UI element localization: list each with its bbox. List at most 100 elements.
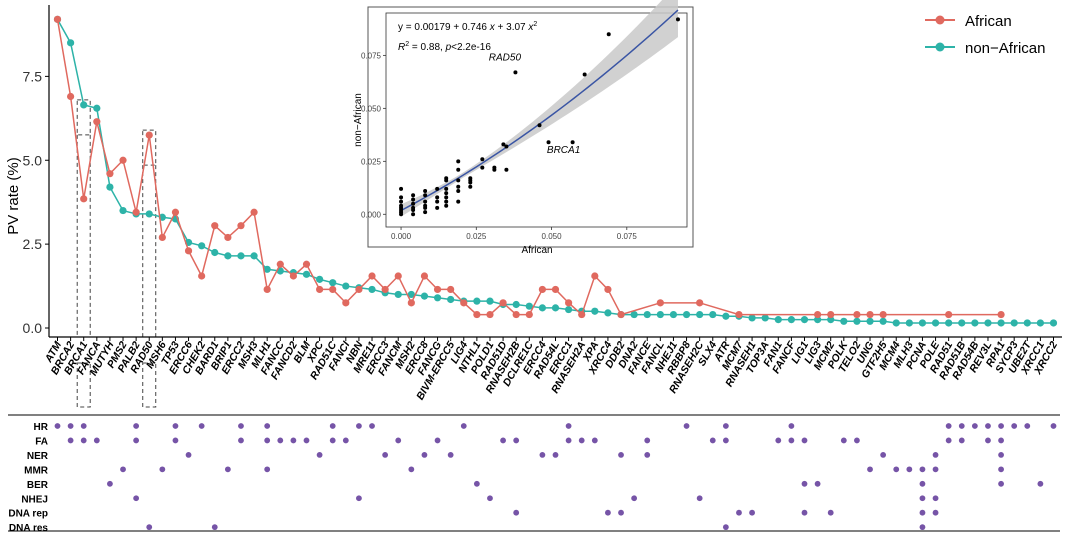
matrix-dot-mmr-rpa1 (998, 466, 1004, 473)
point-non-african-rad54b (971, 319, 979, 327)
matrix-dot-fa-ercc2 (238, 437, 244, 444)
inset-point (546, 140, 551, 145)
matrix-row-label-fa: FA (35, 436, 48, 447)
matrix-dot-ner-fance (644, 452, 651, 458)
matrix-dot-fa-rad51c (329, 437, 336, 444)
matrix-dot-fa-brca1 (80, 437, 87, 444)
matrix-dot-hr-mre11 (369, 423, 375, 429)
point-african-lig4 (460, 299, 468, 307)
inset-point (444, 186, 449, 191)
inset-point (570, 140, 575, 145)
inset-point (411, 212, 416, 217)
inset-y-tick-label: 0.050 (361, 104, 382, 113)
matrix-dot-fa-fancc (277, 437, 284, 444)
point-non-african-slx4 (709, 310, 717, 319)
inset-point (444, 203, 449, 208)
matrix-dot-fa-brca2 (67, 437, 74, 444)
matrix-dot-dna-res-rad50 (146, 524, 153, 531)
inset-point (582, 72, 587, 77)
matrix-dot-hr-atm (54, 423, 61, 429)
matrix-dot-ner-ercc8 (421, 452, 428, 458)
series-line-african (56, 19, 1002, 316)
matrix-dot-dna-rep-pole (932, 509, 939, 516)
point-non-african-pole (931, 319, 940, 327)
point-african-fancd2 (289, 272, 297, 280)
point-african-msh3 (250, 208, 258, 216)
matrix-dot-hr-brca2 (67, 423, 74, 429)
point-non-african-fanca (93, 104, 101, 112)
point-non-african-msh3 (250, 252, 258, 260)
point-african-dclre1c (525, 310, 533, 319)
matrix-dot-hr-fancf (788, 423, 795, 429)
matrix-dot-ner-xpc (316, 452, 323, 458)
matrix-dot-nhej-dna2 (631, 495, 638, 502)
matrix-dot-dna-res-pcna (919, 524, 926, 531)
point-african-ercc1 (565, 299, 573, 307)
main-y-tick-label: 7.5 (23, 68, 43, 84)
inset-point (456, 184, 461, 189)
point-non-african-fan1 (774, 316, 782, 324)
matrix-dot-hr-palb2 (133, 423, 140, 429)
point-african-fancm (394, 272, 402, 280)
point-african-ercc4 (538, 285, 546, 294)
matrix-dot-dna-rep-lig1 (801, 509, 808, 516)
matrix-dot-hr-tp53 (172, 423, 179, 429)
point-non-african-telo2 (853, 317, 861, 325)
highlight-box-label-rad50 (142, 362, 157, 408)
point-non-african-xpc (316, 275, 324, 283)
point-african-pms2 (119, 156, 127, 164)
inset-r2: R2 = 0.88, p<2.2e-16 (398, 41, 491, 53)
point-african-bard1 (211, 222, 219, 230)
highlight-box-top-rad50 (142, 129, 157, 166)
matrix-dot-mmr-mlh1 (264, 466, 271, 473)
matrix-dot-fa-xpa (591, 437, 598, 444)
matrix-dot-nhej-rnaseh2c (696, 495, 703, 502)
point-non-african-bivm-ercc5 (447, 295, 455, 304)
point-african-blm (302, 260, 311, 268)
inset-point (423, 205, 428, 210)
matrix-dot-fa-rnaseh2a (578, 437, 585, 444)
matrix-dot-nhej-palb2 (133, 495, 140, 502)
inset-point (468, 184, 473, 189)
point-african-brca2 (67, 92, 75, 101)
point-non-african-mlh1 (263, 265, 271, 273)
point-african-telo2 (853, 310, 861, 319)
point-african-ercc8 (420, 272, 429, 280)
highlight-boxes (76, 99, 157, 408)
matrix-row-label-hr: HR (34, 422, 49, 433)
point-non-african-brip1 (224, 252, 232, 260)
matrix-dot-ber-lig1 (801, 480, 808, 487)
inset-equation: y = 0.00179 + 0.746 x + 3.07 x2 (398, 21, 537, 33)
main-y-tick-label: 2.5 (23, 236, 43, 252)
inset-point (456, 199, 461, 204)
matrix-dot-hr-mlh1 (264, 423, 271, 429)
point-african-rpa1 (997, 310, 1005, 319)
point-non-african-pcna (918, 319, 927, 327)
inset-point (411, 201, 416, 206)
point-african-palb2 (132, 208, 140, 216)
matrix-dot-dna-rep-rnaseh2b (513, 509, 520, 516)
point-non-african-ercc1 (565, 305, 573, 314)
point-non-african-mlh3 (905, 319, 913, 327)
point-non-african-xrcc2 (1049, 319, 1058, 327)
point-non-african-fanci (342, 282, 350, 290)
matrix-dot-fa-fancg (434, 437, 441, 444)
point-non-african-mre11 (368, 285, 376, 294)
point-african-rad51d (499, 299, 507, 307)
inset-point (444, 195, 449, 200)
point-african-mre11 (368, 272, 376, 280)
inset-point (435, 199, 440, 204)
matrix-row-label-ner: NER (27, 451, 49, 462)
inset-point (399, 186, 404, 191)
matrix-dot-fa-fanca (93, 437, 100, 444)
matrix-dot-fa-lig1 (801, 437, 808, 444)
matrix-dot-hr-rpa1 (998, 423, 1004, 429)
matrix-dot-hr-xrcc2 (1050, 423, 1057, 429)
matrix-dot-fa-tp53 (172, 437, 179, 444)
matrix-dot-hr-brca1 (80, 423, 87, 429)
point-african-rad51c (329, 285, 337, 294)
inset-point (468, 176, 473, 181)
matrix-dot-nhej-pole (932, 495, 939, 502)
legend-item-african: African (925, 13, 1012, 30)
